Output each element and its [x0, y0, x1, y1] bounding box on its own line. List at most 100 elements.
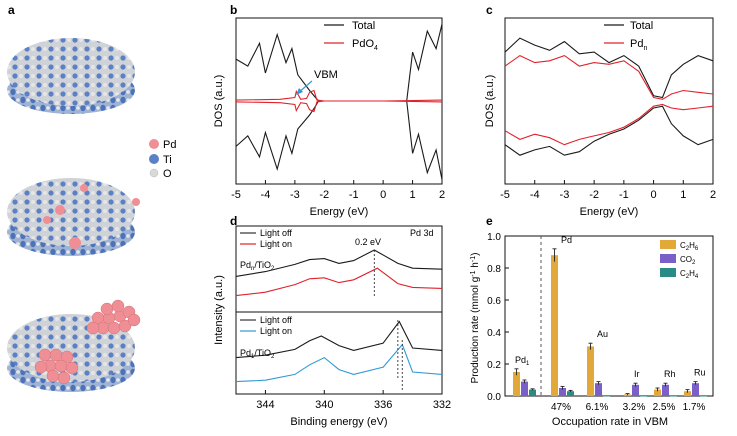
chart-e-bar-c2h6-pd1 — [513, 372, 520, 396]
chart-e-occupation-label: 1.7% — [683, 402, 706, 413]
chart-b-series-total-lower — [235, 100, 443, 180]
chart-c-xtick-label: -5 — [500, 189, 510, 201]
panel-a-model-middle — [7, 178, 140, 256]
panel-a-model-top — [7, 38, 135, 114]
chart-e-bar-co2-rh — [662, 384, 669, 396]
chart-c-series-pdn-lower — [504, 103, 714, 146]
chart-d-legend-on-top: Light on — [260, 239, 292, 249]
chart-c-xtick-label: 0 — [651, 189, 657, 201]
chart-e-xlabel: Occupation rate in VBM — [552, 416, 668, 428]
chart-e-bar-co2-pd — [559, 388, 566, 396]
chart-d-corner-label: Pd 3d — [410, 228, 434, 238]
chart-e-bar-c2h6-rh — [654, 389, 661, 396]
chart-e-occupation-label: 2.5% — [653, 402, 676, 413]
panel-label-d: d — [230, 214, 237, 228]
chart-c-legend-pdn: Pdn — [630, 38, 647, 52]
legend-co2: CO2 — [680, 255, 696, 266]
chart-d-series-0 — [235, 249, 443, 277]
chart-b-ylabel: DOS (a.u.) — [213, 75, 225, 128]
legend-ti-label: Ti — [163, 154, 172, 166]
chart-e-ytick-label: 0.8 — [487, 264, 501, 275]
chart-b-vbm-label: VBM — [314, 69, 338, 81]
chart-e-bar-c2h6-au — [587, 346, 594, 396]
chart-e-bar-co2-ir — [632, 384, 639, 396]
chart-b-xtick-label: -1 — [349, 189, 359, 201]
chart-e-legend: C2H6 CO2 C2H4 — [660, 240, 699, 280]
chart-c-series-total-upper — [504, 37, 714, 99]
panel-label-b: b — [230, 3, 237, 17]
chart-e-ytick-label: 0.6 — [487, 296, 501, 307]
chart-e-category-label: Ir — [634, 369, 640, 379]
chart-e-bar-c2h4-au — [603, 396, 610, 397]
chart-e-occupation-label: 47% — [551, 402, 571, 413]
chart-e-ylabel: Production rate (mmol g-1 h-1) — [470, 253, 481, 384]
chart-b-xtick-label: -5 — [231, 189, 241, 201]
chart-e-bar-c2h4-pd — [567, 391, 574, 396]
chart-b-xtick-label: 0 — [380, 189, 386, 201]
chart-b-series-pdo4-upper — [235, 89, 443, 102]
chart-d-legend-on-bottom: Light on — [260, 326, 292, 336]
panel-label-c: c — [486, 3, 493, 17]
chart-c-xtick-label: -2 — [589, 189, 599, 201]
chart-e-ytick-label: 0.0 — [487, 392, 501, 403]
chart-e-ytick-label: 1.0 — [487, 232, 501, 243]
chart-b: -5 -4 -3 -2 -1 0 1 2 Total PdO4 VBM Energy (eV)… — [213, 17, 445, 218]
chart-b-xtick-label: -2 — [319, 189, 329, 201]
chart-c-xtick-label: -3 — [560, 189, 570, 201]
chart-c-xtick-label: -1 — [619, 189, 629, 201]
chart-c-xtick-label: 2 — [710, 189, 716, 201]
chart-e-occupation-label: 3.2% — [623, 402, 646, 413]
chart-e-ytick-label: 0.4 — [487, 328, 501, 339]
chart-c-xtick-label: 1 — [680, 189, 686, 201]
chart-d-sample-bottom: Pd1/TiO2 — [240, 348, 275, 360]
chart-e: 0.0 0.2 0.4 0.6 0.8 1.0 47% 6.1% 3.2% 2.5% 1.7% Pd… — [470, 232, 714, 428]
chart-b-xlabel: Energy (eV) — [310, 206, 369, 218]
panel-a-model-bottom — [7, 299, 141, 392]
chart-d-series-3 — [235, 343, 443, 383]
chart-d-xtick-label: 332 — [433, 399, 451, 411]
chart-e-bar-c2h6-ru — [684, 391, 691, 396]
chart-d-xtick-label: 336 — [374, 399, 392, 411]
legend-c2h6: C2H6 — [680, 241, 699, 252]
chart-e-category-label: Ru — [694, 368, 706, 378]
chart-b-xtick-label: -3 — [290, 189, 300, 201]
chart-d-series-1 — [235, 267, 443, 297]
panel-a-legend: Pd Ti O — [149, 139, 176, 180]
chart-b-xtick-label: 1 — [410, 189, 416, 201]
chart-d: 344 340 336 332 Light off Light on Pd 3d 0.… — [213, 225, 451, 428]
legend-pd-label: Pd — [163, 139, 176, 151]
chart-e-category-label: Pd — [561, 235, 572, 245]
chart-b-legend-pdo4: PdO4 — [352, 38, 378, 52]
chart-e-bar-c2h4-pd1 — [529, 389, 536, 396]
chart-d-xtick-label: 340 — [315, 399, 333, 411]
chart-e-category-label: Pd1 — [515, 355, 530, 367]
chart-b-xtick-label: 2 — [439, 189, 445, 201]
chart-b-series-total-upper — [235, 23, 443, 102]
chart-c: -5 -4 -3 -2 -1 0 1 2 Total Pdn Energy (eV) DOS … — [484, 17, 716, 218]
chart-c-ylabel: DOS (a.u.) — [484, 75, 496, 128]
chart-e-bar-c2h4-ir — [640, 396, 647, 397]
chart-c-xlabel: Energy (eV) — [580, 206, 639, 218]
chart-e-bar-c2h4-rh — [670, 396, 677, 397]
chart-c-series-total-lower — [504, 105, 714, 156]
chart-d-legend-off-bottom: Light off — [260, 315, 292, 325]
chart-b-frame — [235, 17, 443, 185]
chart-d-shift-label: 0.2 eV — [355, 237, 381, 247]
chart-e-bar-c2h4-ru — [700, 396, 707, 397]
chart-b-xtick-label: -4 — [261, 189, 271, 201]
legend-c2h4: C2H4 — [680, 269, 699, 280]
chart-d-ylabel: Intensity (a.u.) — [213, 275, 225, 345]
chart-c-frame — [504, 17, 714, 185]
chart-d-frame — [235, 225, 443, 395]
chart-d-xlabel: Binding energy (eV) — [290, 416, 387, 428]
chart-c-xtick-label: -4 — [530, 189, 540, 201]
chart-e-bar-c2h6-pd — [551, 255, 558, 396]
chart-d-sample-top: Pdn/TiO2 — [240, 260, 275, 272]
chart-e-bar-co2-au — [595, 383, 602, 396]
chart-e-category-label: Rh — [664, 369, 676, 379]
chart-e-bar-co2-ru — [692, 383, 699, 396]
chart-e-ytick-label: 0.2 — [487, 360, 501, 371]
chart-d-xtick-label: 344 — [256, 399, 274, 411]
chart-c-series-pdn-upper — [504, 54, 714, 100]
